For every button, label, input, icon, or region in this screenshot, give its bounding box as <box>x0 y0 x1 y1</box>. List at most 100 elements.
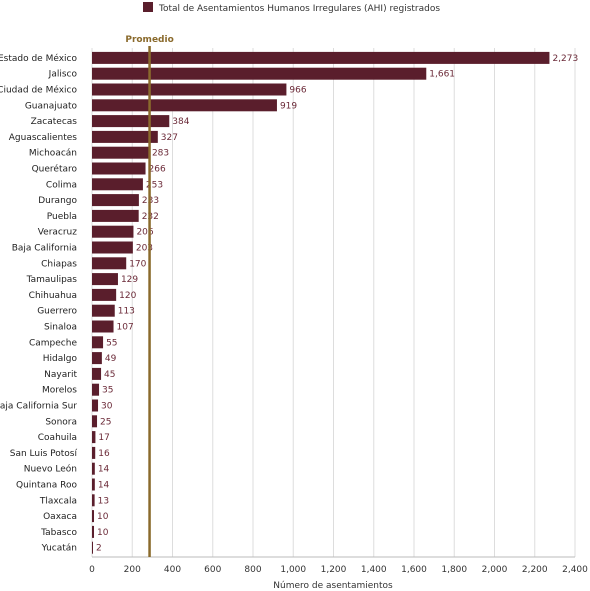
category-label: Nuevo León <box>24 464 77 475</box>
legend-swatch <box>143 2 153 12</box>
value-label: 14 <box>98 481 110 491</box>
x-tick-label: 0 <box>89 565 95 575</box>
bar <box>92 225 134 238</box>
value-label: 49 <box>105 354 117 364</box>
bar <box>92 367 102 380</box>
average-label: Promedio <box>125 35 173 45</box>
bar <box>92 478 95 491</box>
value-label: 327 <box>161 133 178 143</box>
bar <box>92 383 100 396</box>
bar <box>92 446 96 459</box>
category-label: Querétaro <box>32 164 78 175</box>
category-label: Estado de México <box>0 53 77 64</box>
bar <box>92 273 118 286</box>
category-label: Coahuila <box>38 433 77 443</box>
value-label: 13 <box>98 496 109 506</box>
category-label: Yucatán <box>41 544 77 554</box>
bar <box>92 431 96 444</box>
bar <box>92 510 95 523</box>
category-label: Sonora <box>45 417 77 427</box>
value-label: 113 <box>118 307 135 317</box>
value-label: 107 <box>117 323 134 333</box>
bar <box>92 209 139 222</box>
category-label: Colima <box>46 180 77 190</box>
category-label: Zacatecas <box>31 117 78 127</box>
value-label: 25 <box>100 417 111 427</box>
category-label: Guanajuato <box>25 101 78 111</box>
bar <box>92 67 427 80</box>
x-tick-label: 800 <box>244 565 261 575</box>
x-tick-label: 600 <box>204 565 221 575</box>
bar <box>92 304 115 317</box>
category-label: Jalisco <box>48 70 78 80</box>
category-label: Guerrero <box>37 307 77 317</box>
value-label: 30 <box>101 402 113 412</box>
category-label: Tabasco <box>40 528 77 538</box>
average-line-group: Promedio <box>125 35 174 557</box>
x-tick-label: 2,000 <box>482 565 508 575</box>
category-label: Morelos <box>42 386 77 396</box>
bar <box>92 288 117 301</box>
bar <box>92 51 550 64</box>
category-label: Michoacán <box>29 149 77 159</box>
value-label: 2 <box>96 544 102 554</box>
category-labels: Estado de México Jalisco Ciudad de México G… <box>0 53 77 554</box>
value-label: 206 <box>136 228 153 238</box>
bar <box>92 83 287 96</box>
value-label: 2,273 <box>552 54 578 64</box>
value-label: 129 <box>121 275 138 285</box>
bar <box>92 99 277 112</box>
bar <box>92 241 133 254</box>
value-label: 10 <box>97 512 109 522</box>
value-label: 10 <box>97 528 109 538</box>
bar <box>92 399 99 412</box>
legend-label: Total de Asentamientos Humanos Irregular… <box>158 4 440 14</box>
bar <box>92 146 149 159</box>
bar <box>92 130 158 143</box>
category-label: San Luis Potosí <box>10 449 78 459</box>
x-axis-title: Número de asentamientos <box>273 581 393 591</box>
category-label: Chiapas <box>41 259 77 269</box>
value-label: 1,661 <box>429 70 455 80</box>
value-label: 17 <box>98 433 109 443</box>
category-label: Nayarit <box>44 370 77 380</box>
x-tick-label: 1,600 <box>401 565 427 575</box>
value-label: 55 <box>106 338 117 348</box>
category-label: Baja California Sur <box>0 402 77 412</box>
bar <box>92 415 98 428</box>
bar <box>92 541 93 554</box>
category-label: Campeche <box>29 338 77 348</box>
value-label: 16 <box>98 449 110 459</box>
value-label: 35 <box>102 386 113 396</box>
x-tick-label: 2,400 <box>562 565 588 575</box>
bar <box>92 494 95 507</box>
x-tick-label: 1,800 <box>441 565 467 575</box>
legend: Total de Asentamientos Humanos Irregular… <box>143 2 440 14</box>
category-label: Aguascalientes <box>9 133 78 143</box>
bar <box>92 336 104 349</box>
value-label: 203 <box>136 244 153 254</box>
category-label: Baja California <box>12 244 77 254</box>
x-tick-label: 2,200 <box>522 565 548 575</box>
x-tick-label: 400 <box>164 565 181 575</box>
value-label: 120 <box>119 291 136 301</box>
category-label: Tamaulipas <box>26 275 78 285</box>
bar <box>92 352 102 365</box>
bar <box>92 178 143 191</box>
category-label: Veracruz <box>38 228 78 238</box>
category-label: Chihuahua <box>29 291 77 301</box>
value-label: 283 <box>152 149 169 159</box>
category-label: Hidalgo <box>43 354 78 364</box>
value-label: 14 <box>98 465 110 475</box>
category-label: Tlaxcala <box>39 496 77 506</box>
value-label: 384 <box>172 117 189 127</box>
category-label: Puebla <box>47 212 77 222</box>
value-label: 45 <box>104 370 115 380</box>
category-label: Oaxaca <box>43 512 77 522</box>
bar <box>92 257 127 270</box>
x-tick-label: 1,400 <box>361 565 387 575</box>
category-label: Ciudad de México <box>0 85 77 96</box>
category-label: Sinaloa <box>44 323 77 333</box>
bars <box>92 51 550 554</box>
